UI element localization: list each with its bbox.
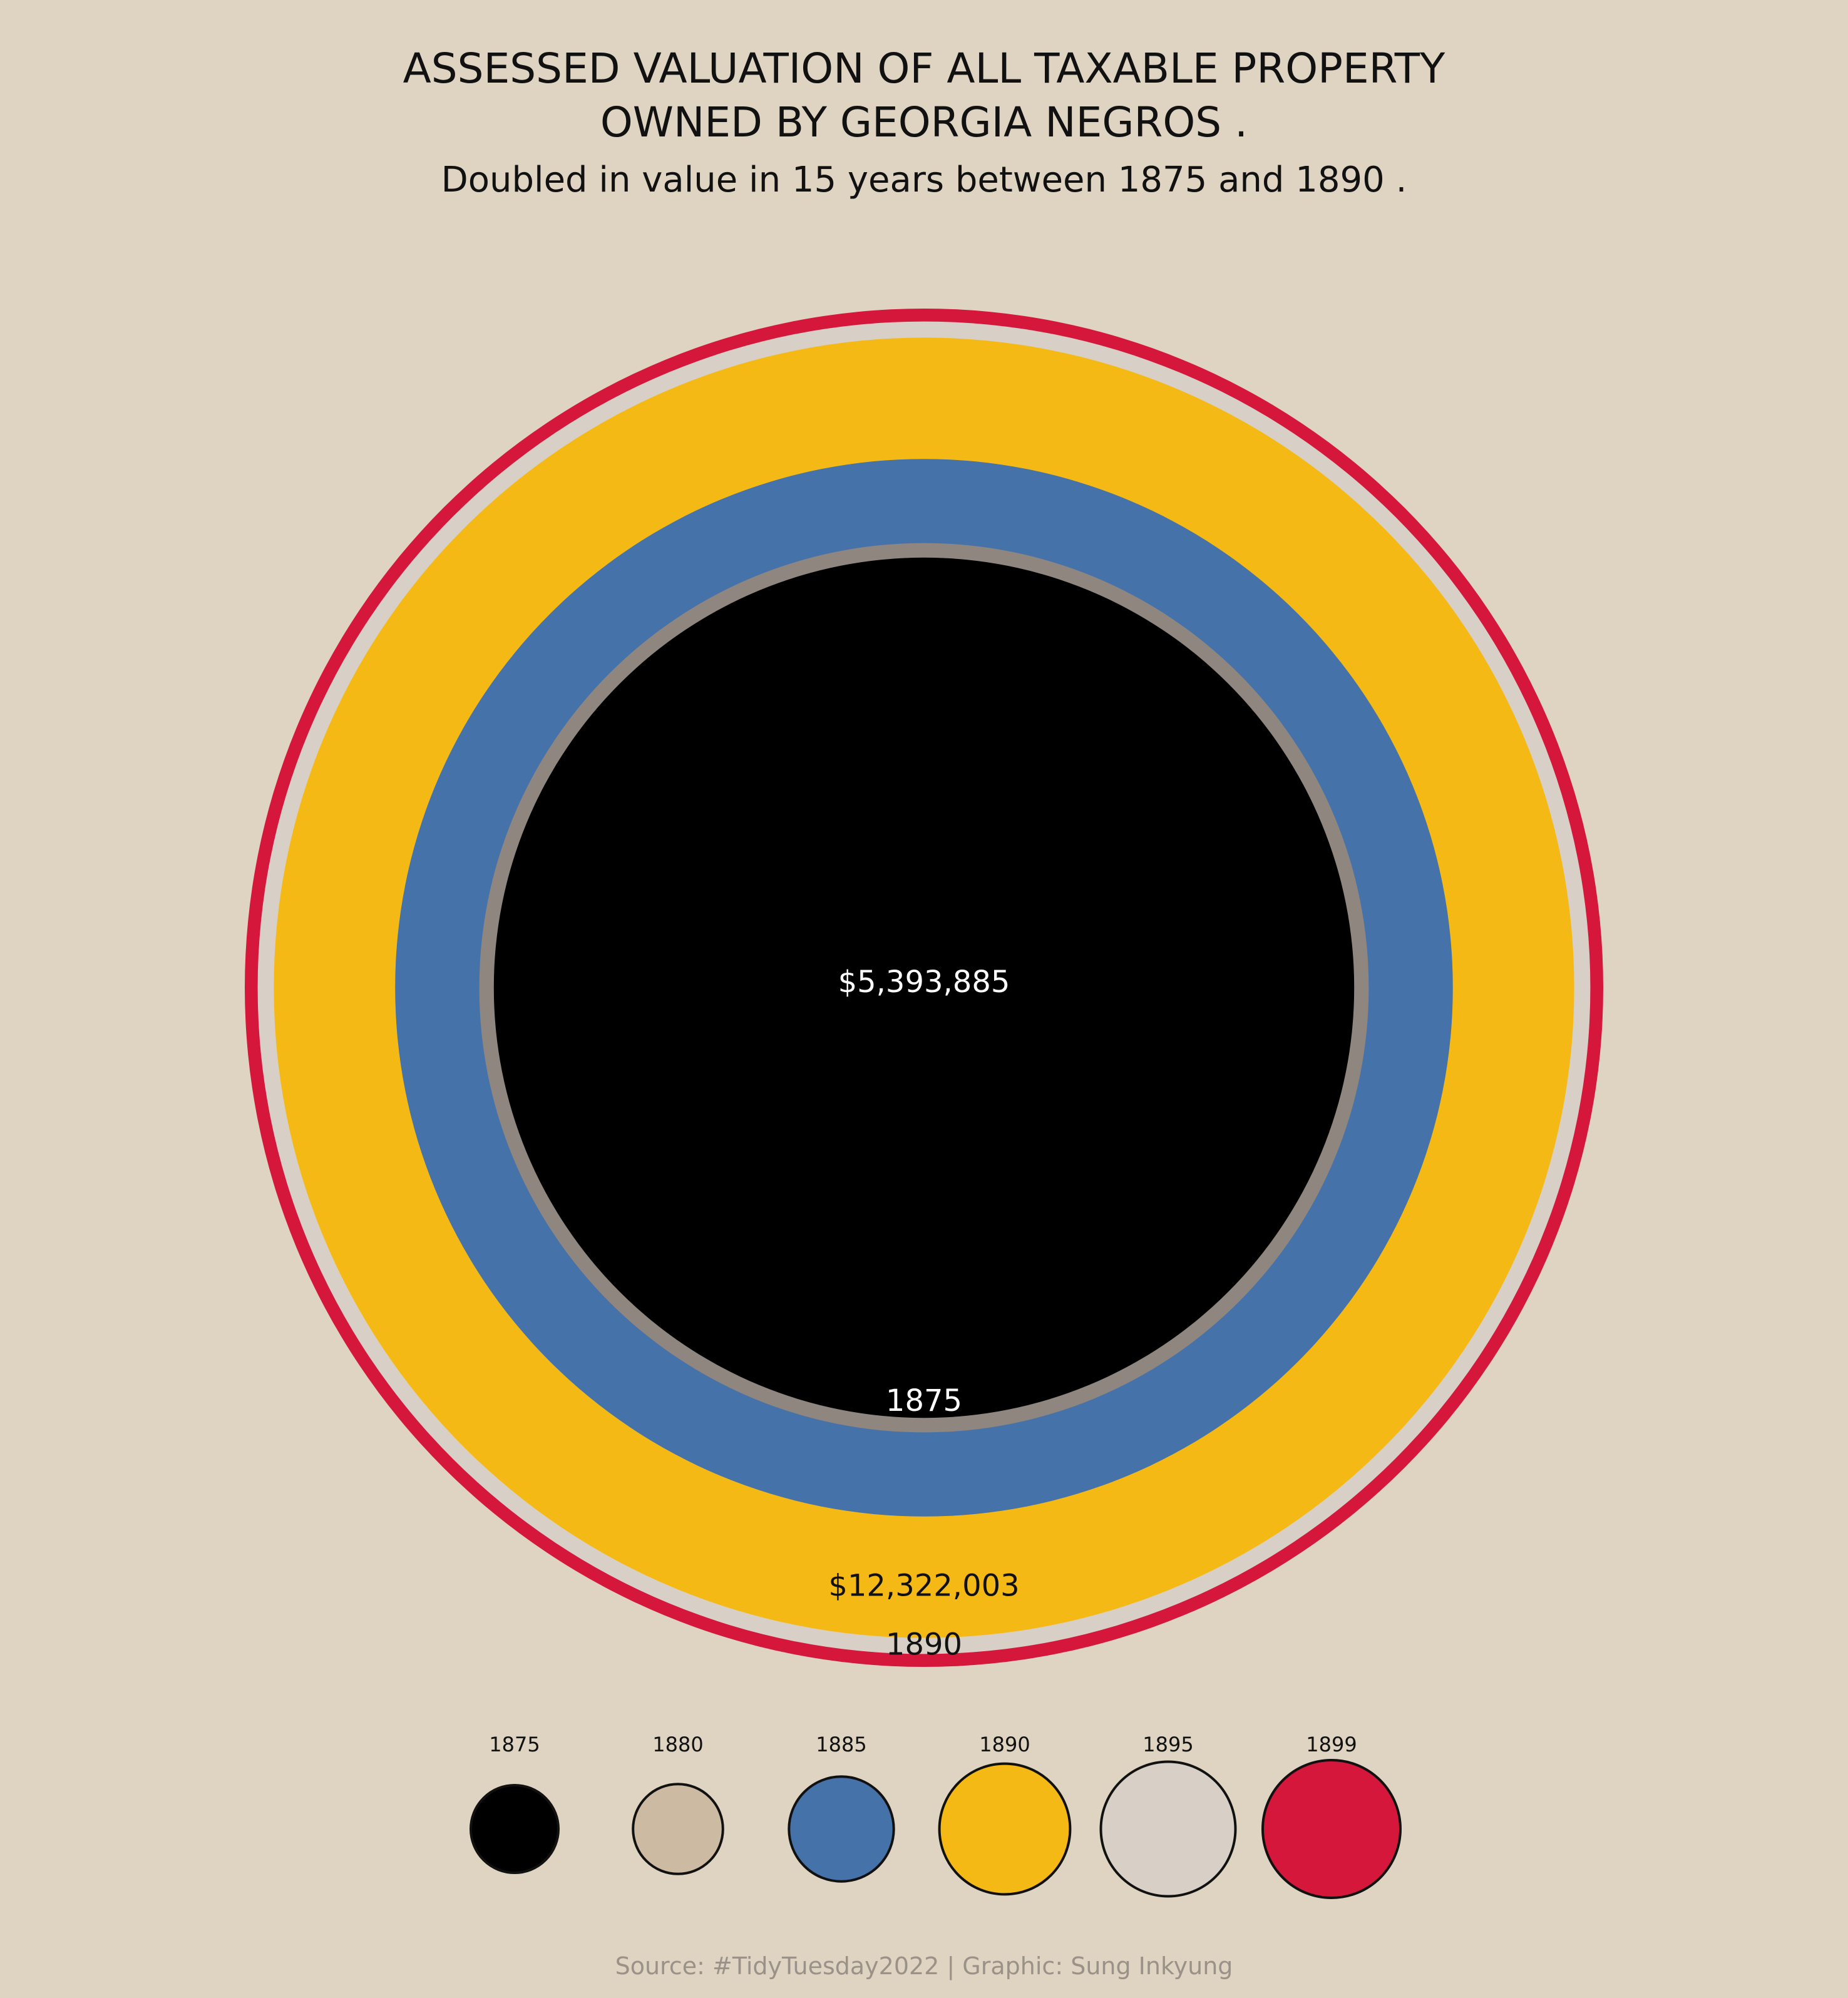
legend-swatch-1895 [1099,1760,1237,1898]
legend-label-1880: 1880 [652,1733,703,1756]
legend-swatch-1899 [1261,1759,1402,1899]
value-labels-group: $5,393,885 1875 $12,322,003 1890 [828,965,1019,1662]
legend-label-1895: 1895 [1142,1733,1193,1756]
legend-label-1885: 1885 [816,1733,866,1756]
source-caption: Source: #TidyTuesday2022 | Graphic: Sung… [615,1952,1233,1980]
legend-group: 1875 1880 1885 1890 1895 1899 [470,1733,1402,1899]
legend-label-1890: 1890 [979,1733,1030,1756]
legend-swatch-1880 [632,1783,724,1875]
legend-swatch-1885 [788,1775,895,1883]
nested-circles-group [245,309,1603,1667]
legend-label-1899: 1899 [1306,1733,1357,1756]
data-label-1: 1875 [886,1383,962,1418]
chart-subtitle: Doubled in value in 15 years between 187… [441,160,1407,200]
legend-swatch-1890 [938,1762,1072,1896]
data-label-2: $12,322,003 [828,1569,1019,1604]
title-group: ASSESSED VALUATION OF ALL TAXABLE PROPER… [403,44,1445,200]
legend-label-1875: 1875 [489,1733,540,1756]
legend-swatch-1875 [470,1784,560,1874]
chart-title-line-1: ASSESSED VALUATION OF ALL TAXABLE PROPER… [403,44,1445,93]
chart-title-line-2: OWNED BY GEORGIA NEGROS . [600,98,1248,146]
data-label-3: 1890 [886,1627,962,1662]
circle-1875 [493,557,1355,1418]
data-label-0: $5,393,885 [838,965,1010,1000]
